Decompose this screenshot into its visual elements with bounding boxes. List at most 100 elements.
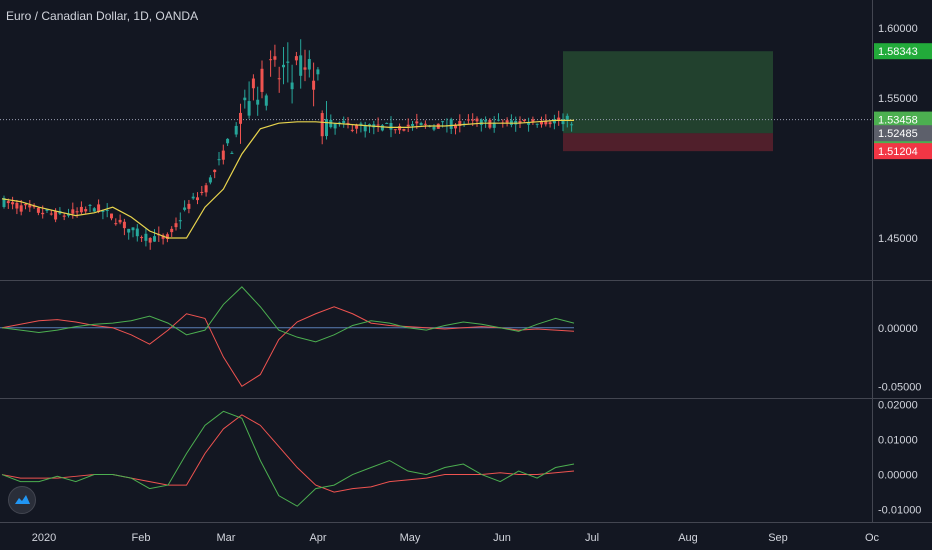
candle-body (479, 119, 483, 125)
candle-body (505, 120, 509, 123)
oscillator_1-series-1 (1, 286, 575, 343)
candle (290, 64, 294, 104)
x-tick-label: Apr (309, 532, 326, 544)
candle-body (118, 219, 122, 223)
last-price-tag-bg (874, 111, 932, 128)
candle (247, 81, 251, 119)
oscillator_2-series-1 (1, 410, 575, 507)
candle (140, 235, 144, 242)
candle (316, 67, 320, 81)
chart-title: Euro / Canadian Dollar, 1D, OANDA (6, 9, 199, 23)
candle-body (363, 125, 367, 132)
candle-body (419, 123, 423, 125)
candle (484, 116, 488, 128)
candle (531, 116, 535, 125)
candle-body (251, 78, 255, 89)
candle (213, 169, 217, 179)
candle (294, 51, 298, 66)
candle (110, 213, 113, 221)
candle-body (170, 228, 174, 233)
candle-body (243, 97, 247, 101)
candle-body (492, 122, 496, 128)
candle (505, 117, 509, 127)
candle-body (174, 223, 178, 228)
tradingview-logo-icon[interactable] (8, 486, 36, 514)
candle (71, 202, 75, 219)
candle-body (557, 117, 561, 121)
candle-body (247, 101, 251, 116)
candle-body (11, 202, 15, 205)
candle (187, 199, 191, 214)
candle (251, 74, 255, 101)
candle-body (36, 207, 40, 213)
candle-body (423, 123, 427, 125)
candle (497, 113, 500, 122)
candle-body (475, 118, 479, 122)
candle-body (114, 223, 118, 225)
candle-body (88, 204, 92, 206)
candle-body (54, 211, 58, 220)
candle (376, 117, 380, 132)
moving-average-line (1, 119, 574, 239)
candle-body (368, 124, 371, 126)
candle-body (415, 121, 419, 124)
candle-body (45, 209, 49, 211)
oscillator_1-tick-label: 0.00000 (878, 323, 918, 335)
candle (24, 203, 27, 210)
candle (88, 204, 92, 213)
candle (196, 192, 199, 205)
candle (359, 121, 363, 133)
candle (178, 212, 182, 230)
candle (389, 116, 393, 138)
oscillator_2-series-0 (1, 414, 575, 493)
oscillator_1-tick-label: -0.05000 (878, 381, 921, 393)
candle-body (217, 159, 221, 161)
candle (92, 207, 96, 213)
candle-body (226, 138, 230, 144)
candle (170, 226, 174, 237)
candle-body (565, 115, 569, 120)
candle-body (122, 221, 126, 229)
oscillator_2-tick-label: 0.00000 (878, 470, 918, 482)
candle-body (110, 213, 113, 219)
candle-body (544, 120, 548, 125)
candle-body (221, 150, 225, 160)
x-tick-label: Sep (768, 532, 788, 544)
candle (200, 186, 204, 196)
candle-body (101, 210, 105, 212)
candle (552, 114, 556, 130)
candle (148, 237, 152, 250)
candle (514, 116, 518, 132)
candle (79, 201, 83, 215)
candle (492, 116, 496, 133)
candle-body (385, 122, 389, 124)
candle-body (307, 59, 311, 70)
candle-body (200, 191, 204, 193)
candle-body (15, 202, 19, 209)
candle-body (325, 119, 328, 137)
candle (2, 195, 6, 209)
x-tick-label: Oc (865, 532, 880, 544)
candles (2, 39, 574, 250)
candle-body (531, 119, 535, 122)
candle (49, 210, 53, 216)
candle (535, 123, 539, 128)
candle (333, 123, 337, 135)
candle (264, 93, 268, 111)
candle-body (24, 204, 27, 206)
oscillator_2-tick-label: -0.01000 (878, 505, 921, 517)
candle-body (488, 119, 492, 128)
candle-body (552, 119, 556, 124)
candle-body (411, 124, 414, 126)
candle (273, 44, 277, 67)
candle-body (187, 203, 191, 209)
candle (303, 49, 307, 82)
candle-body (522, 120, 526, 122)
candle-body (527, 122, 531, 125)
candle (260, 60, 264, 99)
x-tick-label: May (400, 532, 421, 544)
candle-body (342, 120, 346, 124)
candle (15, 199, 19, 215)
candle (368, 123, 371, 133)
